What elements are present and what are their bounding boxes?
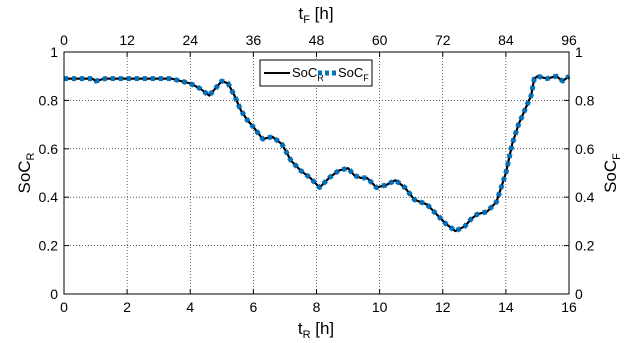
x-top-tick-label: 12 — [119, 32, 135, 48]
legend-soc-r-label: SoCR — [292, 65, 324, 83]
y-right-tick-label: 0.2 — [575, 238, 595, 254]
x-top-tick-label: 96 — [561, 32, 577, 48]
y-right-tick-label: 0.4 — [575, 189, 595, 205]
x-bottom-tick-label: 2 — [123, 299, 131, 315]
y-right-tick-label: 0 — [575, 286, 583, 302]
x-bottom-tick-label: 4 — [186, 299, 194, 315]
legend: SoCR SoCF — [259, 59, 373, 87]
y-right-tick-label: 1 — [575, 44, 583, 60]
y-left-tick-label: 0 — [50, 286, 58, 302]
x-top-tick-label: 60 — [372, 32, 388, 48]
x-top-tick-label: 84 — [498, 32, 514, 48]
series-layer — [64, 73, 571, 234]
y-axis-right-label: SoCF — [601, 153, 623, 193]
y-left-tick-label: 0.2 — [39, 238, 59, 254]
x-top-tick-label: 0 — [60, 32, 68, 48]
x-top-tick-label: 36 — [246, 32, 262, 48]
x-top-tick-label: 48 — [309, 32, 325, 48]
y-left-tick-label: 0.8 — [39, 92, 59, 108]
y-left-tick-label: 0.6 — [39, 141, 59, 157]
x-axis-top-label: tF [h] — [298, 4, 333, 26]
series-soc-f-line — [64, 73, 571, 234]
legend-soc-f-label: SoCF — [338, 65, 369, 83]
x-bottom-tick-label: 6 — [249, 299, 257, 315]
x-bottom-tick-label: 16 — [561, 299, 577, 315]
x-bottom-tick-label: 10 — [372, 299, 388, 315]
grid-lines — [64, 52, 569, 294]
y-left-tick-label: 0.4 — [39, 189, 59, 205]
x-bottom-tick-label: 8 — [313, 299, 321, 315]
x-top-tick-label: 72 — [435, 32, 451, 48]
y-axis-left-label: SoCR — [15, 152, 37, 193]
y-right-tick-label: 0.6 — [575, 141, 595, 157]
x-axis-bottom-label: tR [h] — [298, 319, 334, 341]
legend-box — [259, 59, 373, 87]
tick-labels: 0 2 4 6 8 10 12 14 160 12 24 36 48 60 72 84 960 00.2 0.20.… — [39, 32, 595, 315]
x-bottom-tick-label: 14 — [498, 299, 514, 315]
y-right-tick-label: 0.8 — [575, 92, 595, 108]
x-top-tick-label: 24 — [182, 32, 198, 48]
y-left-tick-label: 1 — [50, 44, 58, 60]
x-bottom-tick-label: 12 — [435, 299, 451, 315]
tick-marks — [63, 51, 570, 295]
x-bottom-tick-label: 0 — [60, 299, 68, 315]
